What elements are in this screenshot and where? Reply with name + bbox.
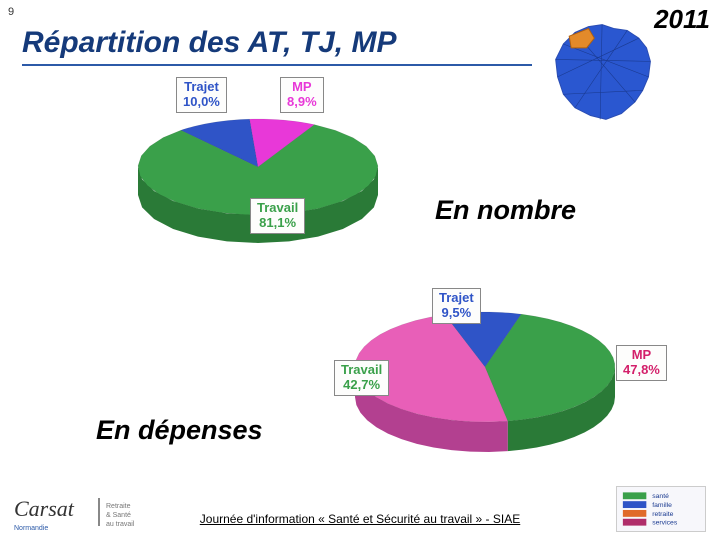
page-title: Répartition des AT, TJ, MP [22, 26, 396, 60]
svg-text:Retraite: Retraite [106, 503, 131, 510]
svg-text:Carsat: Carsat [14, 496, 75, 521]
svg-text:famille: famille [652, 502, 672, 509]
chart2-label-travail: Travail42,7% [334, 360, 389, 396]
chart2-label-trajet: Trajet9,5% [432, 288, 481, 324]
chart2-label-mp: MP47,8% [616, 345, 667, 381]
title-underline [22, 64, 532, 66]
section-en-depenses: En dépenses [96, 415, 263, 446]
chart1-label-trajet: Trajet10,0% [176, 77, 227, 113]
svg-text:& Santé: & Santé [106, 512, 131, 519]
chart1-label-travail: Travail81,1% [250, 198, 305, 234]
slide-number: 9 [8, 6, 14, 18]
pie-chart-en-nombre [108, 72, 408, 272]
svg-text:services: services [652, 520, 678, 527]
carsat-logo: Carsat Retraite & Santé au travail Norma… [14, 492, 184, 532]
svg-text:Normandie: Normandie [14, 525, 48, 532]
svg-text:santé: santé [652, 493, 669, 500]
svg-text:retraite: retraite [652, 511, 673, 518]
section-en-nombre: En nombre [435, 195, 576, 226]
year-label: 2011 [654, 4, 710, 35]
msa-logo: santé famille retraite services [616, 486, 706, 532]
france-map [546, 18, 662, 126]
svg-text:au travail: au travail [106, 521, 135, 528]
chart1-label-mp: MP8,9% [280, 77, 324, 113]
